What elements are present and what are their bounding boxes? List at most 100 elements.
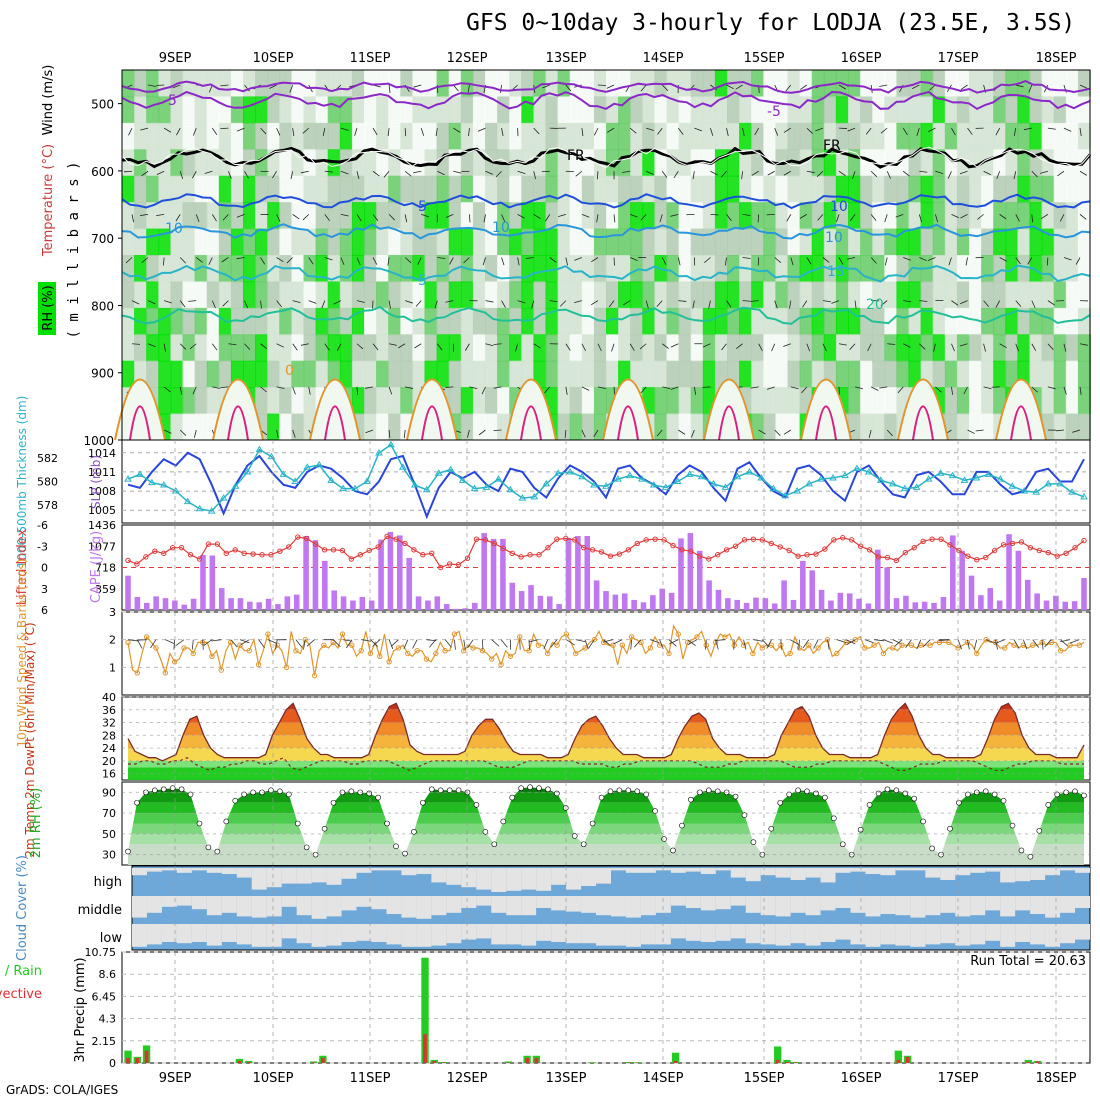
li-marker — [1054, 553, 1060, 559]
rh-band — [128, 792, 1084, 803]
precip-total-bar — [774, 1046, 782, 1063]
thickness-tick-label: 580 — [37, 476, 58, 489]
rh-cell — [497, 307, 511, 336]
wind-barb — [951, 343, 955, 352]
rh-cell — [436, 281, 450, 309]
wind-speed-marker — [946, 639, 952, 646]
cloud-clear-segment — [581, 896, 597, 913]
rh-cell — [630, 202, 644, 230]
wind-barb — [596, 214, 599, 223]
cape-bar — [575, 536, 581, 610]
wind-barb — [156, 213, 165, 216]
wind-speed-marker — [600, 639, 607, 646]
wind-barb — [918, 214, 922, 223]
wind-barb — [801, 386, 808, 394]
rh-cell — [134, 122, 148, 151]
wind-barb — [690, 429, 695, 438]
rh-cell — [981, 70, 995, 98]
wind-speed-marker — [796, 645, 803, 651]
wind-barb — [276, 386, 285, 389]
cape-bar — [134, 596, 141, 610]
wind-barb — [164, 300, 172, 304]
rh-cell — [460, 175, 474, 204]
wind-barb — [222, 214, 229, 221]
wind-barb — [608, 300, 615, 308]
surface-warm-contour — [800, 378, 852, 441]
wind-barb — [453, 170, 462, 174]
rh-cell — [1029, 360, 1043, 389]
wind-barb — [179, 257, 187, 264]
rh-marker — [598, 794, 605, 801]
thickness-marker — [912, 483, 921, 490]
wind-barb — [854, 300, 857, 309]
rh-cell — [158, 122, 172, 151]
rh-cell — [327, 202, 341, 230]
rh-cell — [315, 96, 329, 124]
wind-barb — [533, 343, 541, 349]
wind-barb-10m — [230, 639, 238, 648]
rh-marker — [902, 790, 909, 797]
rh-cell — [944, 202, 958, 230]
rh-cell — [460, 413, 474, 441]
wind-barb — [544, 386, 551, 394]
wind-barb — [244, 343, 251, 350]
rh-cell — [872, 122, 886, 151]
wind-barb — [785, 84, 792, 92]
rh-cell — [376, 413, 390, 441]
rh-cell — [557, 228, 571, 256]
cape-bar — [912, 602, 919, 610]
cloud-clear-segment — [925, 896, 941, 916]
wind-tick-label: 2 — [109, 634, 116, 647]
cape-bar — [293, 594, 300, 610]
wind-barb — [670, 213, 679, 217]
rh-cell — [775, 387, 789, 415]
cloud-level-label: high — [94, 875, 122, 890]
wind-barb — [292, 386, 296, 395]
rh-cell — [606, 360, 620, 389]
wind-speed-marker — [619, 642, 626, 648]
cloud-clear-segment — [640, 924, 656, 945]
cape-bar — [940, 596, 947, 610]
rh-cell — [606, 96, 620, 124]
cape-bar — [453, 608, 459, 610]
wind-barb — [735, 84, 743, 90]
rh-marker — [1045, 802, 1052, 808]
precip-total-bar — [625, 1061, 633, 1063]
wind-barb — [276, 127, 281, 136]
precip-convective-bar — [673, 1060, 678, 1063]
wind-barb — [533, 127, 540, 135]
wind-barb — [640, 214, 647, 221]
rh-cell — [1065, 70, 1079, 98]
wind-barb-10m — [575, 639, 586, 643]
wind-barb — [692, 171, 695, 180]
rh-cell — [739, 307, 753, 336]
cloud-clear-segment — [1045, 896, 1061, 918]
precip-convective-bar — [794, 1062, 799, 1063]
cloud-clear-segment — [1000, 896, 1016, 917]
rh-cell — [194, 70, 208, 98]
top-date-label: 14SEP — [643, 51, 684, 66]
rh-cell — [787, 122, 801, 151]
thickness-marker — [900, 484, 909, 492]
wind-barb-10m — [766, 639, 772, 649]
cloud-clear-segment — [685, 896, 701, 908]
rh-cell — [823, 149, 837, 177]
rh-cell — [787, 413, 801, 441]
temp-contour-minus5b — [121, 80, 1091, 94]
thickness-marker — [363, 477, 371, 484]
rh-cell — [993, 228, 1007, 256]
cape-bar — [331, 590, 337, 610]
rh-cell — [993, 122, 1007, 151]
wind-barb — [356, 386, 359, 395]
rh-cell — [581, 413, 595, 441]
cape-bar — [546, 596, 553, 610]
wind-barb — [606, 84, 615, 89]
wind-barb-10m — [802, 639, 810, 649]
cloud-clear-segment — [236, 896, 252, 917]
wind-barb — [879, 84, 888, 87]
cape-bar — [378, 539, 384, 610]
rh-cell — [509, 122, 523, 151]
thickness-marker — [494, 475, 503, 482]
rh-cell — [581, 70, 595, 98]
rh-cell — [509, 96, 523, 124]
